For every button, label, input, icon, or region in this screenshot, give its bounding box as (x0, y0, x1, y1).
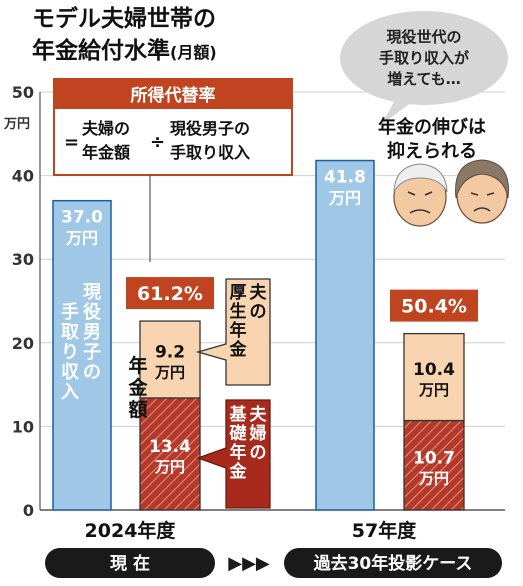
kosei-label-1: 夫の (250, 282, 268, 322)
ks2-char: 基 (229, 404, 248, 425)
ko1-char: 夫 (250, 282, 268, 303)
kiso-segment-1 (403, 419, 465, 511)
bubble-line-2: 手取り収入が (379, 49, 470, 67)
ko1-char: の (250, 302, 267, 322)
mi1-char: 現 (83, 282, 101, 303)
speech-bubble: 現役世代の 手取り収入が 増えても… (340, 11, 508, 124)
income-bar-1 (315, 159, 375, 511)
kiso-value-0: 13.4 (149, 437, 191, 457)
category-label-1: 57年度 (352, 519, 417, 542)
mi2-char: 収 (61, 362, 80, 383)
male-income-label-2: 手取り収入 (61, 301, 80, 403)
income-unit-1: 万円 (328, 189, 361, 208)
kiso-label-1: 夫婦の (249, 404, 268, 463)
ks2-char: 金 (229, 461, 248, 482)
ks2-char: 礎 (230, 423, 248, 444)
bars (52, 159, 465, 511)
chart-title-suffix: (月額) (170, 43, 217, 62)
ratio-value-1: 50.4% (401, 296, 467, 318)
definition-numerator-2: 年金額 (82, 143, 130, 162)
mi2-char: り (61, 342, 79, 363)
kosei-segment-1 (403, 332, 465, 422)
kosei-value-0: 9.2 (155, 343, 185, 363)
pa1-char: 金 (127, 376, 148, 399)
y-tick-30: 30 (12, 250, 34, 269)
ks1-char: の (250, 443, 267, 463)
definition-heading: 所得代替率 (131, 85, 216, 106)
timeline-arrows: ▶▶▶ (228, 553, 270, 574)
conclusion-line-2: 抑えられる (387, 141, 477, 162)
chart-title-line2: 年金給付水準(月額) (32, 37, 217, 64)
ks1-char: 婦 (249, 423, 267, 444)
income-bar-0 (52, 199, 112, 511)
income-unit-0: 万円 (65, 229, 98, 248)
timeline-future: 過去30年投影ケース (314, 553, 473, 574)
elderly-couple-illustration (393, 159, 509, 227)
y-tick-10: 10 (12, 417, 34, 436)
y-axis-unit: 万円 (3, 117, 30, 132)
ratio-badge-0 (126, 277, 214, 310)
pension-amount-label: 年金額 (127, 354, 148, 421)
timeline: 現 在 ▶▶▶ 過去30年投影ケース (45, 548, 502, 578)
ko2-char: 年 (230, 320, 247, 341)
mi2-char: 取 (61, 322, 80, 343)
definition-denominator-1: 現役男子の (170, 119, 250, 138)
male-income-vertical-label: 現役男子の 手取り収入 (61, 282, 101, 403)
definition-numerator-1: 夫婦の (82, 119, 130, 138)
y-tick-20: 20 (12, 334, 34, 353)
ko2-char: 厚 (230, 283, 247, 303)
mi1-char: 子 (83, 342, 101, 363)
bubble-line-1: 現役世代の (386, 28, 461, 46)
income-value-0: 37.0 (61, 208, 103, 228)
definition-denominator-2: 手取り収入 (170, 143, 250, 162)
data-labels: 37.0万円13.4万円9.2万円61.2%2024年度41.8万円10.7万円… (61, 168, 478, 542)
ks1-char: 夫 (250, 404, 268, 425)
y-tick-40: 40 (12, 167, 34, 186)
y-tick-labels: 0 10 20 30 40 50 (12, 83, 34, 520)
mi1-char: 役 (83, 301, 101, 323)
bubble-line-3: 増えても… (387, 70, 461, 88)
chart-title-line1: モデル夫婦世帯の (32, 5, 216, 32)
ratio-value-0: 61.2% (137, 283, 203, 305)
category-label-0: 2024年度 (85, 519, 177, 542)
kiso-unit-1: 万円 (418, 469, 449, 487)
kiso-label-2: 基礎年金 (229, 404, 248, 482)
kosei-unit-1: 万円 (418, 381, 449, 399)
male-income-label-1: 現役男子の (83, 282, 101, 383)
pa1-char: 額 (128, 398, 147, 421)
ks2-char: 年 (230, 442, 247, 463)
kiso-segment-0 (139, 397, 201, 511)
mi1-char: の (83, 362, 101, 383)
definition-divide: ÷ (150, 132, 165, 153)
pa1-char: 年 (128, 354, 147, 377)
ratio-badge-1 (390, 289, 478, 322)
kosei-callout: 夫の 厚生年金 (195, 278, 271, 386)
kiso-value-1: 10.7 (413, 448, 455, 468)
mi2-char: 手 (61, 301, 79, 323)
timeline-now: 現 在 (110, 553, 150, 574)
kiso-callout: 夫婦の 基礎年金 (196, 399, 271, 509)
ko2-char: 金 (229, 339, 248, 360)
kiso-unit-0: 万円 (154, 458, 185, 476)
conclusion-line-1: 年金の伸びは (378, 116, 486, 138)
definition-box: 所得代替率 = 夫婦の 年金額 ÷ 現役男子の 手取り収入 (53, 78, 293, 262)
ko2-char: 生 (230, 301, 247, 322)
income-value-1: 41.8 (324, 168, 366, 188)
kosei-value-1: 10.4 (413, 360, 455, 380)
chart-title-main: 年金給付水準 (32, 37, 170, 64)
kosei-label-2: 厚生年金 (229, 283, 248, 360)
mi1-char: 男 (83, 322, 101, 343)
y-tick-0: 0 (23, 501, 34, 520)
definition-equals: = (64, 132, 79, 153)
y-tick-50: 50 (12, 83, 34, 102)
kosei-segment-0 (139, 320, 201, 399)
mi2-char: 入 (61, 382, 79, 403)
kosei-unit-0: 万円 (154, 364, 185, 382)
pension-amount-vertical-label: 年金額 (127, 354, 148, 421)
